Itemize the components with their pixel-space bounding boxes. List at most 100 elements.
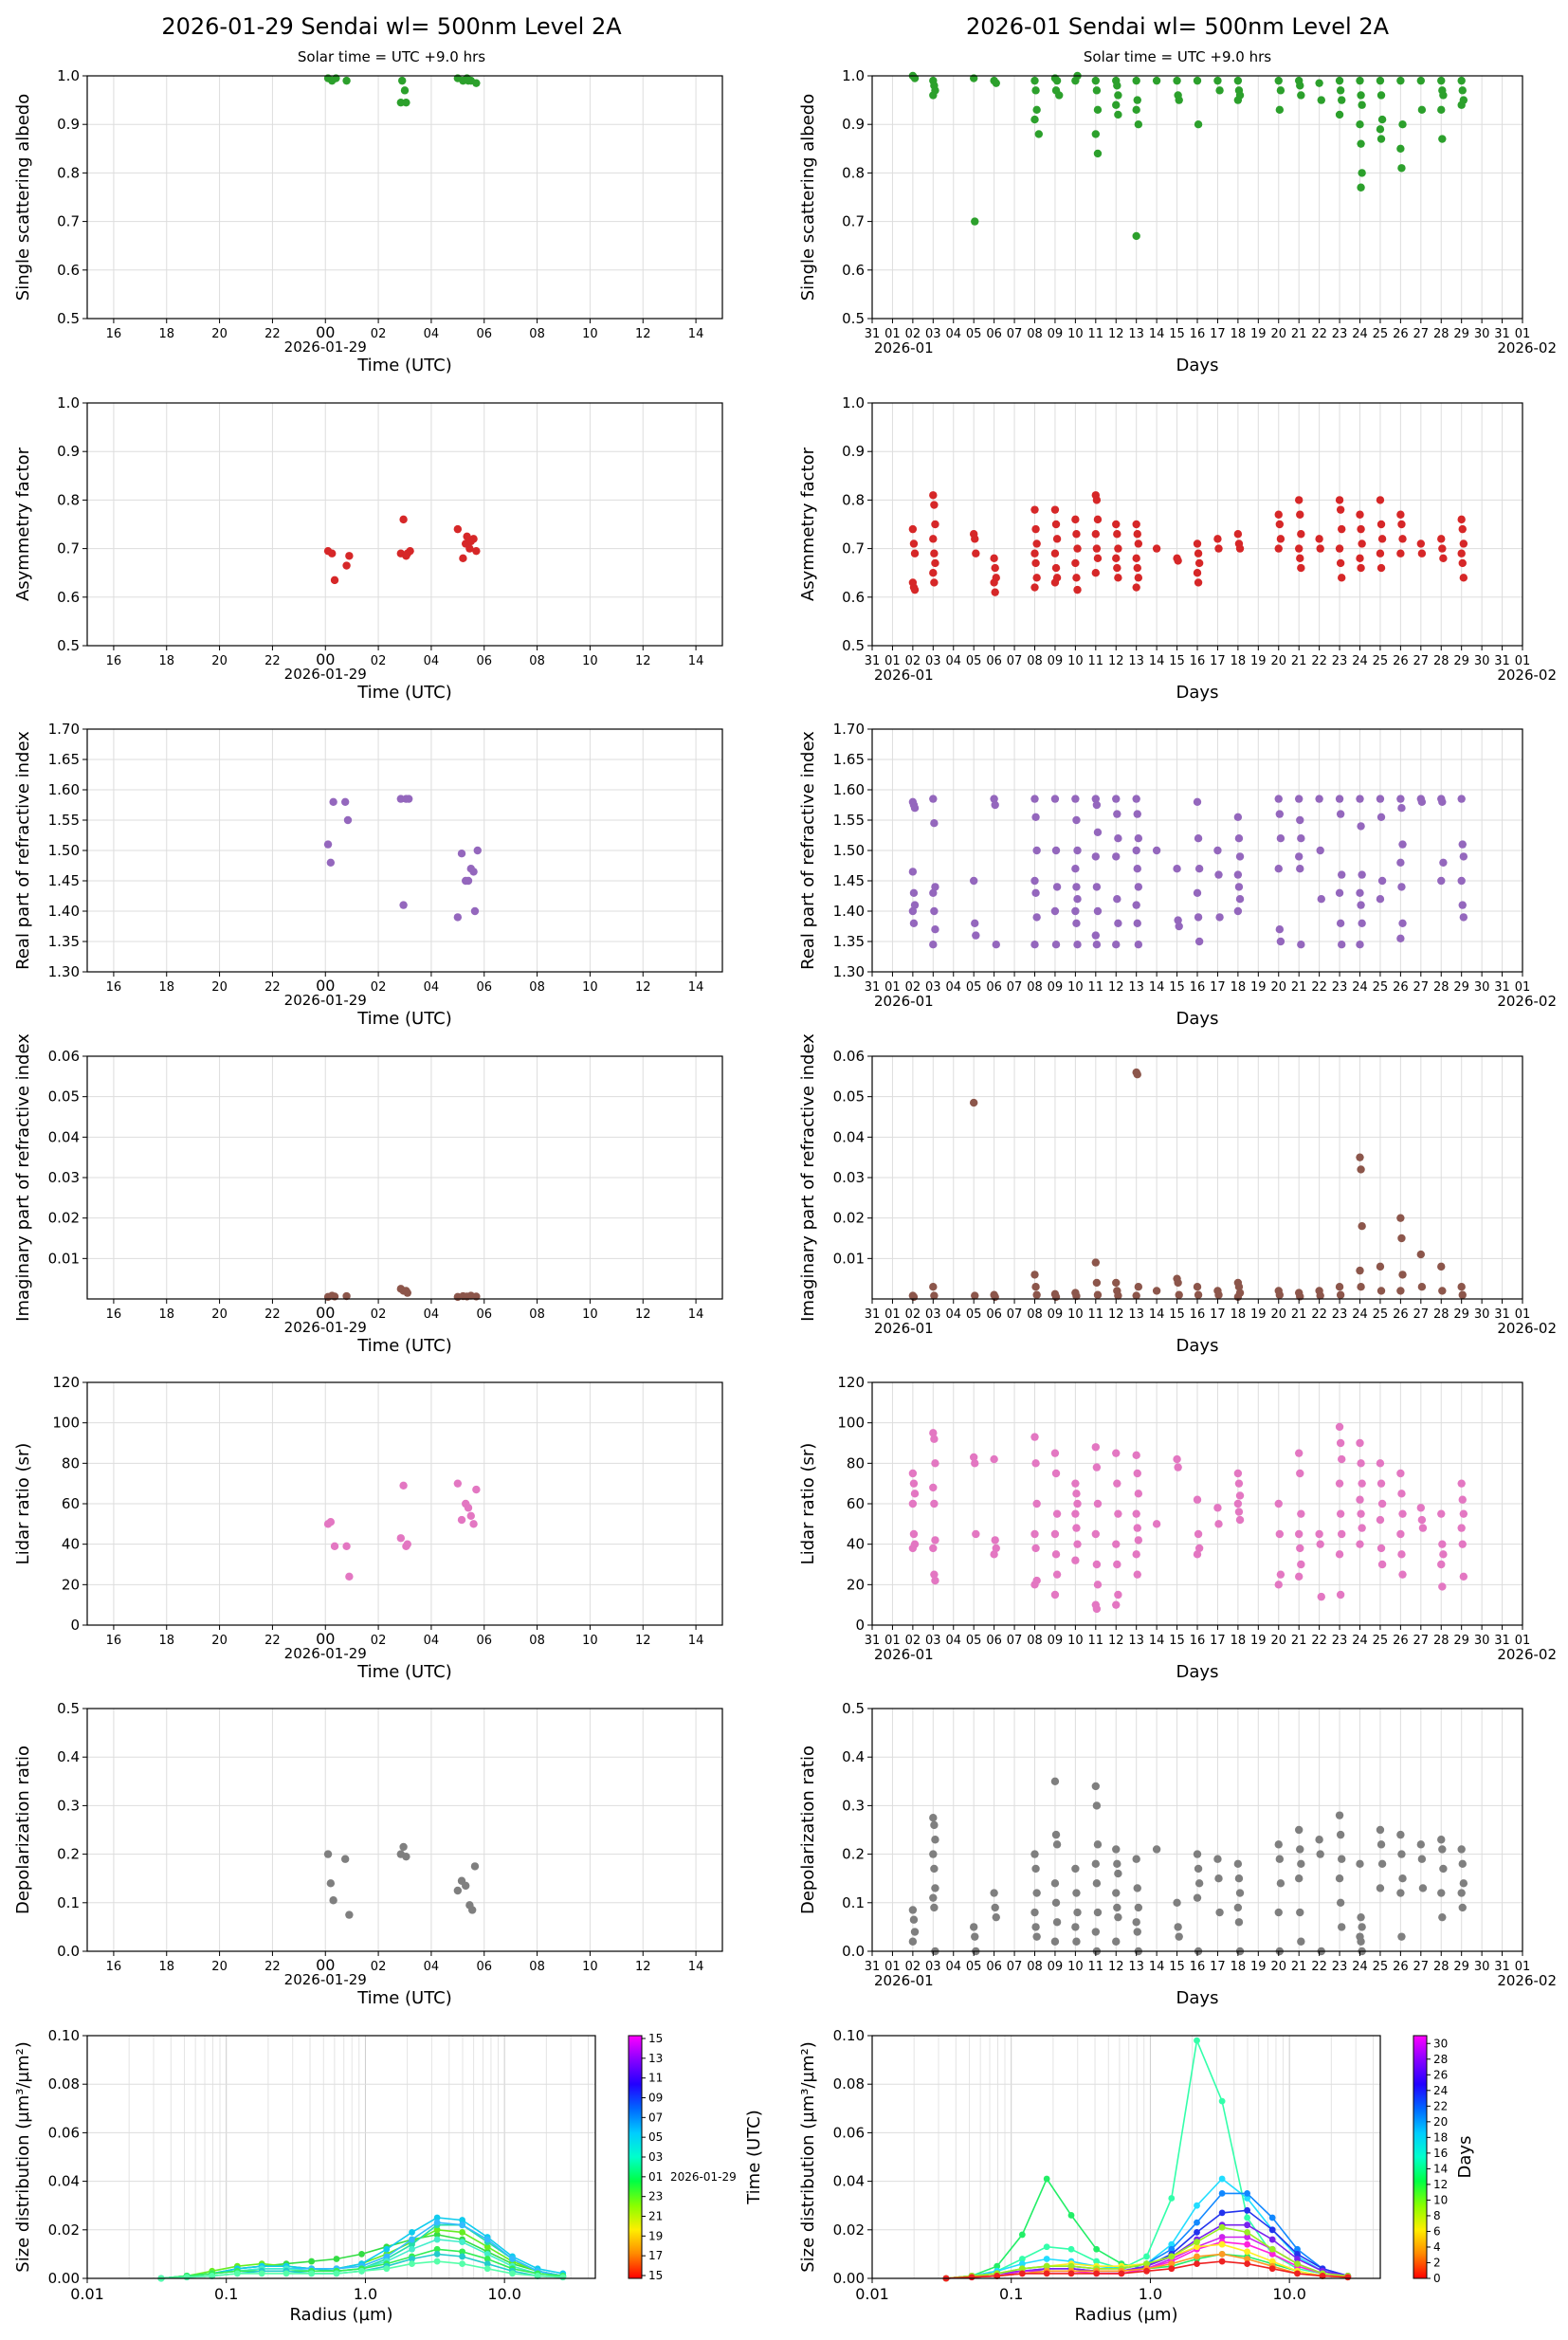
- y-axis-label: Depolarization ratio: [798, 1746, 818, 1914]
- x-tick-label: 09: [1048, 1307, 1064, 1322]
- y-tick-label: 0.03: [833, 1169, 865, 1186]
- size-series-point: [1043, 2262, 1050, 2270]
- data-point: [1051, 1830, 1061, 1839]
- data-point: [1276, 834, 1285, 843]
- data-point: [1032, 846, 1041, 855]
- data-point: [1397, 164, 1406, 173]
- x-tick-label: 17: [1210, 654, 1226, 668]
- data-point: [1458, 1859, 1467, 1869]
- data-point: [1134, 1283, 1143, 1291]
- x-tick-label: 10: [1067, 327, 1084, 341]
- data-point: [930, 1864, 939, 1874]
- x-tick-label: 21: [1291, 980, 1307, 995]
- data-point: [1438, 1845, 1447, 1854]
- data-point: [1194, 865, 1204, 873]
- x-tick-label: 00: [316, 1956, 335, 1974]
- data-point: [328, 549, 337, 558]
- data-point: [1134, 834, 1143, 843]
- size-series-point: [1218, 2190, 1226, 2197]
- x-tick-label: 09: [1048, 327, 1064, 341]
- x-tick-label: 20: [211, 1307, 228, 1322]
- x-axis-label: Radius (µm): [289, 2305, 392, 2325]
- data-point: [1397, 883, 1406, 891]
- x-tick-label: 1.0: [354, 2285, 377, 2303]
- data-point: [1071, 1556, 1080, 1564]
- data-point: [1073, 846, 1082, 855]
- size-series-point: [1244, 2256, 1251, 2262]
- data-point: [1214, 870, 1223, 879]
- data-point: [1073, 1908, 1082, 1917]
- x-tick-label: 28: [1433, 980, 1449, 995]
- data-point: [1297, 834, 1305, 843]
- data-point: [1294, 795, 1304, 803]
- data-point: [1032, 913, 1041, 922]
- data-point: [1030, 505, 1039, 514]
- data-point: [1335, 544, 1344, 553]
- data-point: [1338, 96, 1346, 104]
- data-point: [1316, 1850, 1324, 1858]
- y-tick-label: 0.06: [833, 2124, 865, 2141]
- data-point: [1174, 1923, 1182, 1931]
- data-point: [1377, 91, 1386, 100]
- x-tick-label: 22: [264, 1634, 281, 1648]
- data-point: [1376, 549, 1385, 558]
- y-tick-label: 0.00: [833, 2270, 865, 2287]
- data-point: [1233, 813, 1243, 821]
- x-tick-label: 09: [1048, 1634, 1064, 1648]
- data-point: [1133, 865, 1141, 873]
- x-tick-label: 26: [1393, 654, 1409, 668]
- data-point: [908, 868, 918, 876]
- data-point: [1134, 941, 1143, 949]
- data-point: [1175, 922, 1183, 931]
- colorbar-tick-label: 15: [648, 2032, 663, 2045]
- data-point: [1437, 76, 1446, 85]
- data-point: [1133, 1469, 1141, 1478]
- x-tick-label: 12: [1108, 654, 1124, 668]
- x-tick-label: 30: [1474, 654, 1490, 668]
- data-point: [992, 941, 1000, 949]
- x-tick-label: 20: [211, 980, 228, 995]
- x-tick-label: 28: [1433, 1634, 1449, 1648]
- real-day-panel: 1.30 1.35 1.40 1.45 1.50 1.55 1.60 1.65 1.70 16 18…: [13, 721, 723, 1029]
- data-point: [929, 1283, 938, 1291]
- x-tick-label: 08: [1027, 654, 1043, 668]
- data-point: [1316, 1291, 1324, 1300]
- data-point: [930, 1820, 939, 1830]
- data-point: [330, 576, 339, 585]
- data-point: [1175, 1932, 1183, 1941]
- data-point: [1338, 1454, 1346, 1464]
- data-point: [1133, 810, 1141, 818]
- data-point: [1398, 535, 1407, 543]
- data-point: [1071, 1923, 1080, 1931]
- data-point: [1051, 563, 1061, 573]
- x-tick-label: 11: [1088, 654, 1104, 668]
- data-point: [1234, 1508, 1244, 1516]
- right-header: 2026-01 Sendai wl= 500nm Level 2A Solar …: [966, 13, 1390, 65]
- data-point: [1091, 1529, 1101, 1539]
- data-point: [1114, 1912, 1122, 1922]
- y-tick-label: 80: [62, 1454, 80, 1472]
- y-tick-label: 0.00: [48, 2270, 80, 2287]
- x-tick-label: 01: [1515, 1960, 1531, 1974]
- size-series-point: [1194, 2260, 1200, 2268]
- data-point: [1356, 1438, 1364, 1448]
- data-point: [1072, 530, 1081, 539]
- data-point: [1213, 76, 1222, 85]
- data-point: [1377, 1479, 1386, 1488]
- data-point: [1457, 1283, 1466, 1291]
- data-point: [1356, 1540, 1364, 1548]
- data-point: [1275, 1290, 1285, 1299]
- size-series-point: [1093, 2258, 1101, 2265]
- data-point: [1031, 524, 1040, 534]
- data-point: [1357, 1937, 1365, 1946]
- data-point: [910, 901, 920, 909]
- size-series-point: [1043, 2270, 1050, 2277]
- x-tick-label: 18: [1231, 327, 1247, 341]
- colorbar-tick-label: 2: [1433, 2256, 1441, 2269]
- y-tick-label: 1.65: [48, 751, 80, 768]
- data-point: [1336, 919, 1345, 927]
- x-tick-label: 22: [1311, 1634, 1327, 1648]
- data-point: [467, 1906, 477, 1914]
- x-tick-label: 20: [1270, 1634, 1286, 1648]
- data-point: [931, 883, 939, 891]
